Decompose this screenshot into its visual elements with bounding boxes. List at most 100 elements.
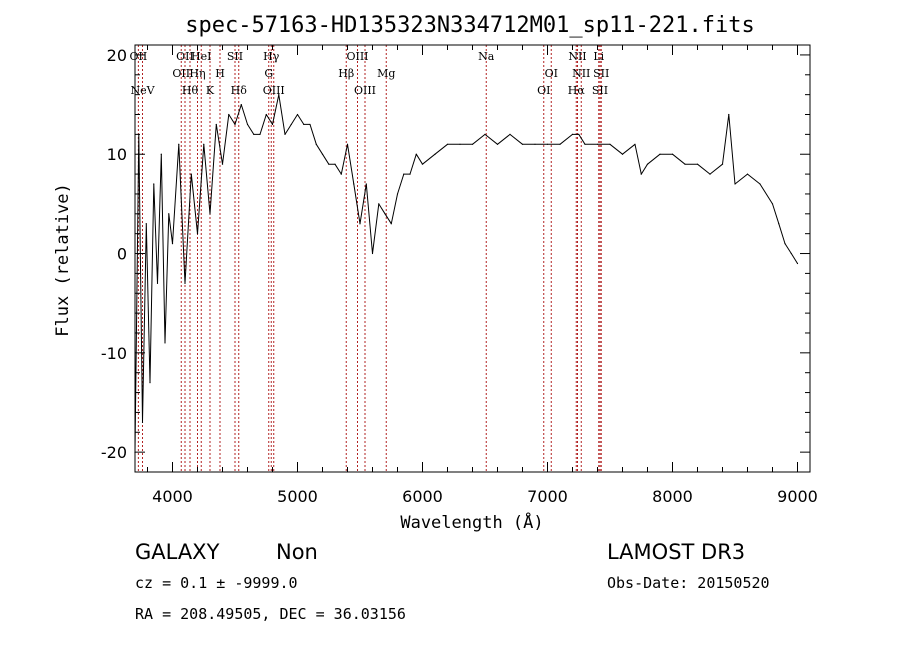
spectrum-point: [728, 113, 730, 116]
x-tick-label: 5000: [277, 487, 318, 506]
y-axis-ticks: -20 -10 0 10 20: [101, 46, 810, 462]
spectrum-point: [253, 133, 255, 135]
spectrum-point: [315, 143, 317, 145]
spectral-line-label: OII: [130, 50, 148, 63]
spectrum-point: [496, 143, 499, 145]
spectral-line-label: OIII: [346, 50, 368, 63]
object-subclass: Non: [276, 540, 318, 564]
spectral-line-label: Na: [478, 50, 495, 63]
spectrum-point: [145, 223, 147, 225]
spectrum-point: [156, 282, 159, 284]
spectrum-point: [209, 213, 211, 215]
spectrum-point: [734, 183, 736, 185]
spectrum-point: [521, 143, 524, 145]
x-tick-label: 7000: [527, 487, 568, 506]
spectrum-point: [621, 153, 624, 155]
spectral-line-label: OI: [545, 67, 558, 80]
spectral-line-markers: [137, 45, 602, 472]
spectrum-point: [584, 143, 586, 145]
spectrum-point: [196, 233, 199, 235]
spectrum-point: [659, 153, 661, 155]
spectrum-line: [134, 94, 798, 453]
spectrum-point: [359, 223, 361, 225]
spectral-line-label: OIII: [263, 84, 285, 97]
spectral-line-label: H: [215, 67, 225, 80]
spectral-line-label: NII: [568, 50, 586, 63]
spectrum-point: [534, 143, 536, 145]
spectral-line-label: SII: [592, 84, 608, 97]
spectrum-point: [403, 173, 405, 175]
spectral-line-label: OII: [176, 50, 194, 63]
x-tick-label: 8000: [652, 487, 693, 506]
y-tick-label: 10: [107, 145, 127, 164]
spectrum-point: [190, 173, 192, 175]
spectral-line-label: Hθ: [182, 84, 199, 97]
spectrum-point: [609, 143, 611, 145]
y-tick-label: -20: [101, 443, 127, 462]
spectrum-point: [459, 143, 461, 145]
spectrum-point: [559, 143, 561, 145]
plot-frame: [134, 44, 811, 473]
spectrum-point: [371, 252, 374, 255]
spectrum-point: [771, 203, 774, 205]
spectral-line-label: OIII: [354, 84, 376, 97]
spectrum-point: [340, 173, 342, 175]
spectrum-point: [321, 153, 324, 155]
spectrum-point: [671, 153, 674, 155]
redshift-readout: cz = 0.1 ± -9999.0: [135, 574, 298, 592]
spectral-line-label: SII: [227, 50, 243, 63]
spectrum-point: [396, 193, 399, 195]
spectrum-point: [646, 163, 649, 165]
spectral-line-label: Hα: [568, 84, 586, 97]
spectrum-point: [384, 213, 386, 215]
spectral-line-label: Hη: [189, 67, 205, 80]
spectrum-point: [215, 123, 217, 126]
spectrum-point: [759, 183, 761, 185]
spectrum-point: [409, 173, 411, 175]
x-axis-label: Wavelength (Å): [400, 511, 543, 533]
spectrum-point: [278, 94, 280, 96]
y-axis-label: Flux (relative): [53, 183, 73, 337]
spectrum-point: [171, 243, 174, 245]
spectrum-point: [309, 123, 311, 126]
spectrum-point: [571, 133, 574, 135]
y-tick-label: 0: [117, 245, 127, 264]
x-axis-ticks: 4000 5000 6000 7000 8000 9000: [147, 45, 818, 506]
spectrum-point: [721, 163, 724, 165]
spectrum-point: [484, 133, 486, 135]
spectrum-point: [509, 133, 511, 135]
spectrum-point: [634, 143, 636, 145]
spectrum-point: [365, 183, 367, 185]
spectrum-point: [640, 173, 642, 175]
spectrum-point: [259, 133, 261, 135]
coordinates-readout: RA = 208.49505, DEC = 36.03156: [135, 605, 406, 623]
spectrum-point: [284, 133, 286, 135]
spectrum-point: [153, 183, 155, 185]
spectrum-point: [164, 342, 166, 344]
spectrum-point: [246, 123, 249, 126]
spectrum-point: [178, 143, 180, 145]
observation-date: Obs-Date: 20150520: [607, 574, 770, 592]
survey-label: LAMOST DR3: [607, 540, 745, 564]
spectral-line-label: Hδ: [231, 84, 248, 97]
object-class: GALAXY: [135, 540, 220, 564]
spectrum-point: [141, 421, 144, 423]
spectrum-point: [784, 243, 786, 245]
spectrum-point: [240, 103, 242, 106]
y-tick-label: -10: [101, 344, 127, 363]
x-tick-label: 9000: [777, 487, 818, 506]
spectrum-point: [709, 173, 711, 175]
spectrum-series: [134, 94, 799, 453]
spectral-line-label: K: [206, 84, 215, 97]
spectrum-point: [303, 123, 305, 126]
spectrum-point: [234, 123, 236, 126]
spectrum-point: [346, 143, 349, 145]
spectrum-point: [378, 203, 380, 205]
spectrum-point: [790, 252, 792, 255]
spectrum-point: [160, 153, 162, 155]
spectral-line-label: OI: [537, 84, 550, 97]
spectrum-point: [421, 163, 424, 165]
spectrum-point: [578, 133, 580, 135]
